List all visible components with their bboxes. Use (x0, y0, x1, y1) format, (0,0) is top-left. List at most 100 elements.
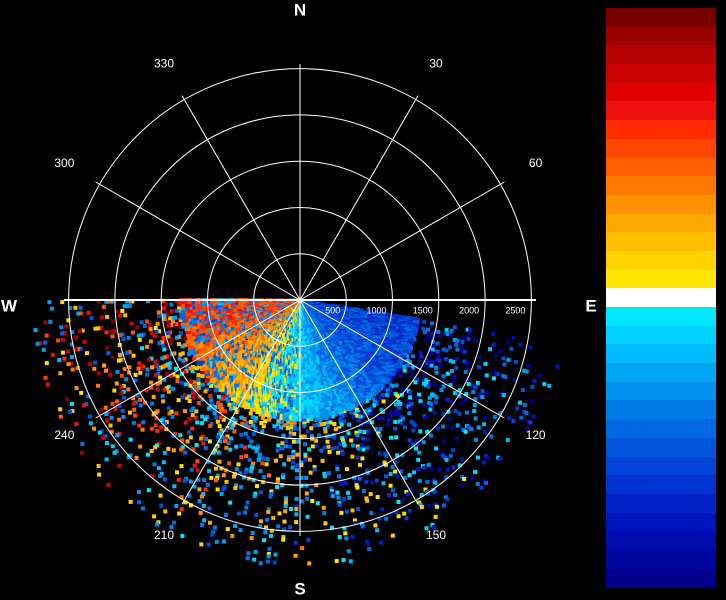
velocity-bin (303, 442, 307, 447)
velocity-bin (426, 357, 431, 362)
velocity-bin (294, 496, 299, 501)
velocity-bin (465, 365, 470, 370)
velocity-bin (69, 401, 74, 406)
velocity-bin (247, 444, 252, 449)
velocity-bin (275, 479, 280, 484)
velocity-bin (422, 330, 427, 335)
velocity-bin (272, 348, 278, 353)
velocity-bin (320, 458, 325, 463)
velocity-bin (447, 416, 452, 421)
velocity-bin (214, 446, 219, 451)
velocity-bin (131, 402, 136, 406)
velocity-bin (252, 494, 257, 499)
velocity-bin (131, 353, 136, 358)
velocity-bin (226, 368, 233, 375)
velocity-bin (138, 397, 143, 402)
velocity-bin (465, 423, 469, 428)
velocity-bin (433, 514, 438, 519)
velocity-bin (481, 460, 486, 465)
velocity-bin (213, 466, 218, 471)
velocity-bin (217, 405, 222, 409)
velocity-bin (216, 450, 221, 455)
velocity-bin (336, 495, 341, 500)
velocity-bin (200, 382, 205, 387)
velocity-bin (112, 388, 117, 393)
velocity-bin (196, 401, 201, 405)
velocity-bin (482, 422, 487, 427)
velocity-bin (429, 351, 434, 356)
velocity-bin (379, 540, 384, 545)
velocity-bin (155, 386, 160, 391)
velocity-bin (320, 351, 326, 357)
velocity-bin (364, 479, 369, 484)
velocity-bin (388, 483, 393, 488)
velocity-bin (254, 513, 259, 518)
velocity-bin (337, 428, 342, 433)
velocity-bin (209, 421, 214, 426)
velocity-bin (491, 370, 496, 375)
velocity-bin (295, 426, 300, 431)
velocity-bin (169, 373, 174, 378)
velocity-bin (290, 460, 295, 465)
velocity-bin (115, 369, 120, 374)
velocity-bin (363, 320, 368, 325)
velocity-bin (322, 445, 327, 450)
velocity-bin (185, 439, 190, 444)
velocity-bin (489, 434, 494, 439)
velocity-bin (230, 533, 235, 538)
velocity-bin (307, 457, 312, 462)
velocity-bin (183, 361, 188, 366)
velocity-bin (365, 498, 370, 503)
velocity-bin (369, 405, 374, 410)
velocity-bin (140, 427, 145, 432)
velocity-bin (194, 409, 199, 414)
velocity-bin (266, 510, 271, 514)
velocity-bin (88, 362, 93, 367)
velocity-bin (292, 426, 297, 431)
velocity-bin (409, 372, 414, 377)
velocity-bin (343, 480, 348, 485)
velocity-bin (279, 420, 284, 425)
velocity-bin (522, 368, 527, 373)
velocity-bin (417, 357, 422, 362)
velocity-bin (223, 396, 228, 401)
velocity-bin (424, 378, 429, 383)
velocity-bin (339, 510, 344, 515)
velocity-bin (309, 434, 314, 439)
velocity-bin (423, 337, 428, 342)
velocity-bin (306, 358, 311, 364)
velocity-bin (472, 403, 477, 408)
velocity-bin (307, 561, 312, 566)
velocity-bin (207, 506, 212, 511)
velocity-bin (419, 505, 424, 509)
velocity-bin (234, 410, 239, 415)
velocity-bin (339, 318, 344, 323)
velocity-bin (484, 480, 489, 485)
velocity-bin (387, 418, 391, 423)
velocity-bin (485, 391, 490, 396)
velocity-bin (267, 324, 272, 329)
velocity-bin (375, 528, 380, 533)
velocity-bin (491, 376, 496, 381)
velocity-bin (114, 381, 119, 386)
velocity-bin (296, 356, 302, 362)
velocity-bin (322, 511, 327, 515)
velocity-bin (339, 422, 344, 427)
velocity-bin (265, 559, 270, 564)
velocity-bin (259, 519, 263, 524)
velocity-bin (299, 463, 304, 468)
velocity-bin (183, 409, 187, 414)
velocity-bin (398, 401, 403, 406)
velocity-bin (210, 532, 215, 537)
velocity-bin (491, 342, 496, 347)
velocity-bin (260, 461, 265, 466)
velocity-bin (141, 420, 146, 425)
velocity-bin (185, 337, 192, 344)
velocity-bin (162, 347, 167, 352)
velocity-bin (418, 350, 423, 355)
velocity-bin (152, 514, 157, 519)
velocity-bin (353, 411, 358, 416)
velocity-bin (245, 319, 251, 325)
velocity-bin (427, 395, 432, 400)
velocity-bin (425, 429, 430, 434)
